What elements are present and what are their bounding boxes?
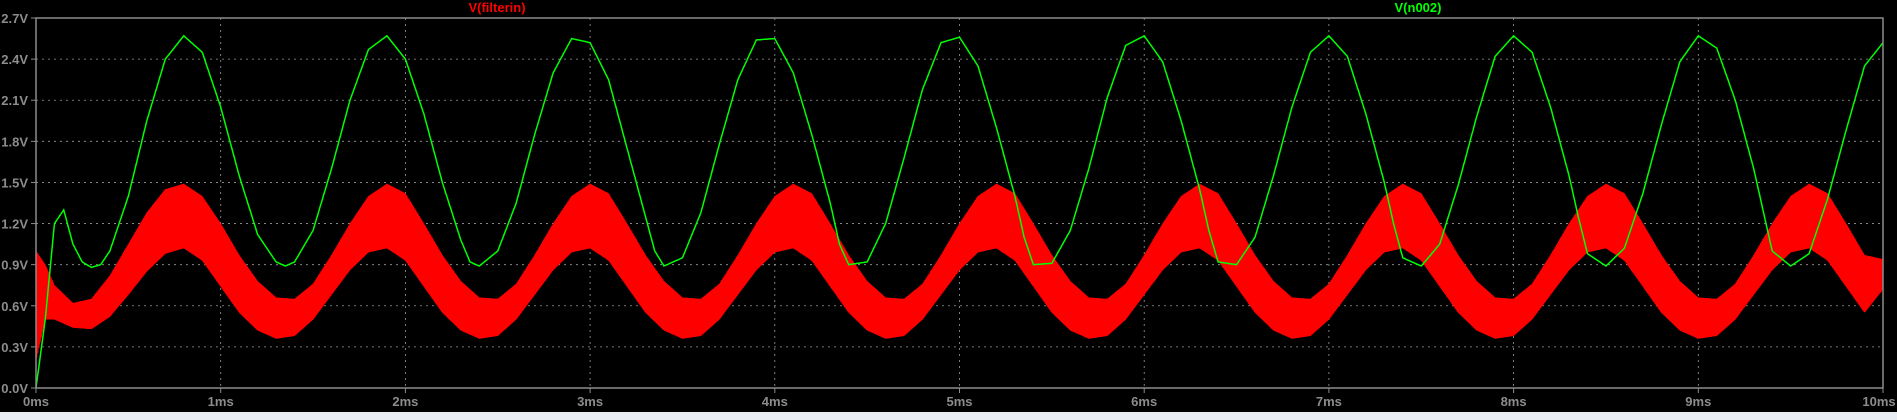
x-tick-label: 8ms (1501, 394, 1527, 409)
x-tick-label: 2ms (392, 394, 418, 409)
x-tick-label: 10ms (1862, 394, 1895, 409)
y-tick-label: 2.7V (1, 11, 28, 26)
x-tick-label: 1ms (208, 394, 234, 409)
x-tick-label: 5ms (946, 394, 972, 409)
trace-v-filterin-ripple[interactable] (35, 183, 1884, 359)
y-tick-label: 1.5V (1, 175, 28, 190)
x-tick-label: 9ms (1685, 394, 1711, 409)
trace-label-v-n002[interactable]: V(n002) (1395, 0, 1442, 15)
y-tick-label: 2.4V (1, 52, 28, 67)
x-tick-label: 4ms (762, 394, 788, 409)
y-tick-label: 2.1V (1, 93, 28, 108)
y-tick-label: 1.8V (1, 134, 28, 149)
trace-label-v-filterin[interactable]: V(filterin) (468, 0, 525, 15)
x-tick-label: 6ms (1131, 394, 1157, 409)
y-tick-label: 0.3V (1, 340, 28, 355)
x-tick-label: 3ms (577, 394, 603, 409)
y-tick-label: 0.0V (1, 381, 28, 396)
y-axis-ticks: 0.0V 0.3V 0.6V 0.9V 1.2V 1.5V 1.8V 2.1V 2.4V 2.7V (1, 11, 36, 396)
trace-v-n002[interactable] (35, 34, 1884, 389)
traces (35, 34, 1884, 389)
x-tick-label: 0ms (23, 394, 49, 409)
x-tick-label: 7ms (1316, 394, 1342, 409)
y-tick-label: 0.9V (1, 258, 28, 273)
y-tick-label: 0.6V (1, 299, 28, 314)
x-axis-ticks: 0ms 1ms 2ms 3ms 4ms 5ms 6ms 7ms 8ms 9ms 10ms (23, 388, 1896, 409)
y-tick-label: 1.2V (1, 217, 28, 232)
status-strip (0, 412, 1897, 420)
